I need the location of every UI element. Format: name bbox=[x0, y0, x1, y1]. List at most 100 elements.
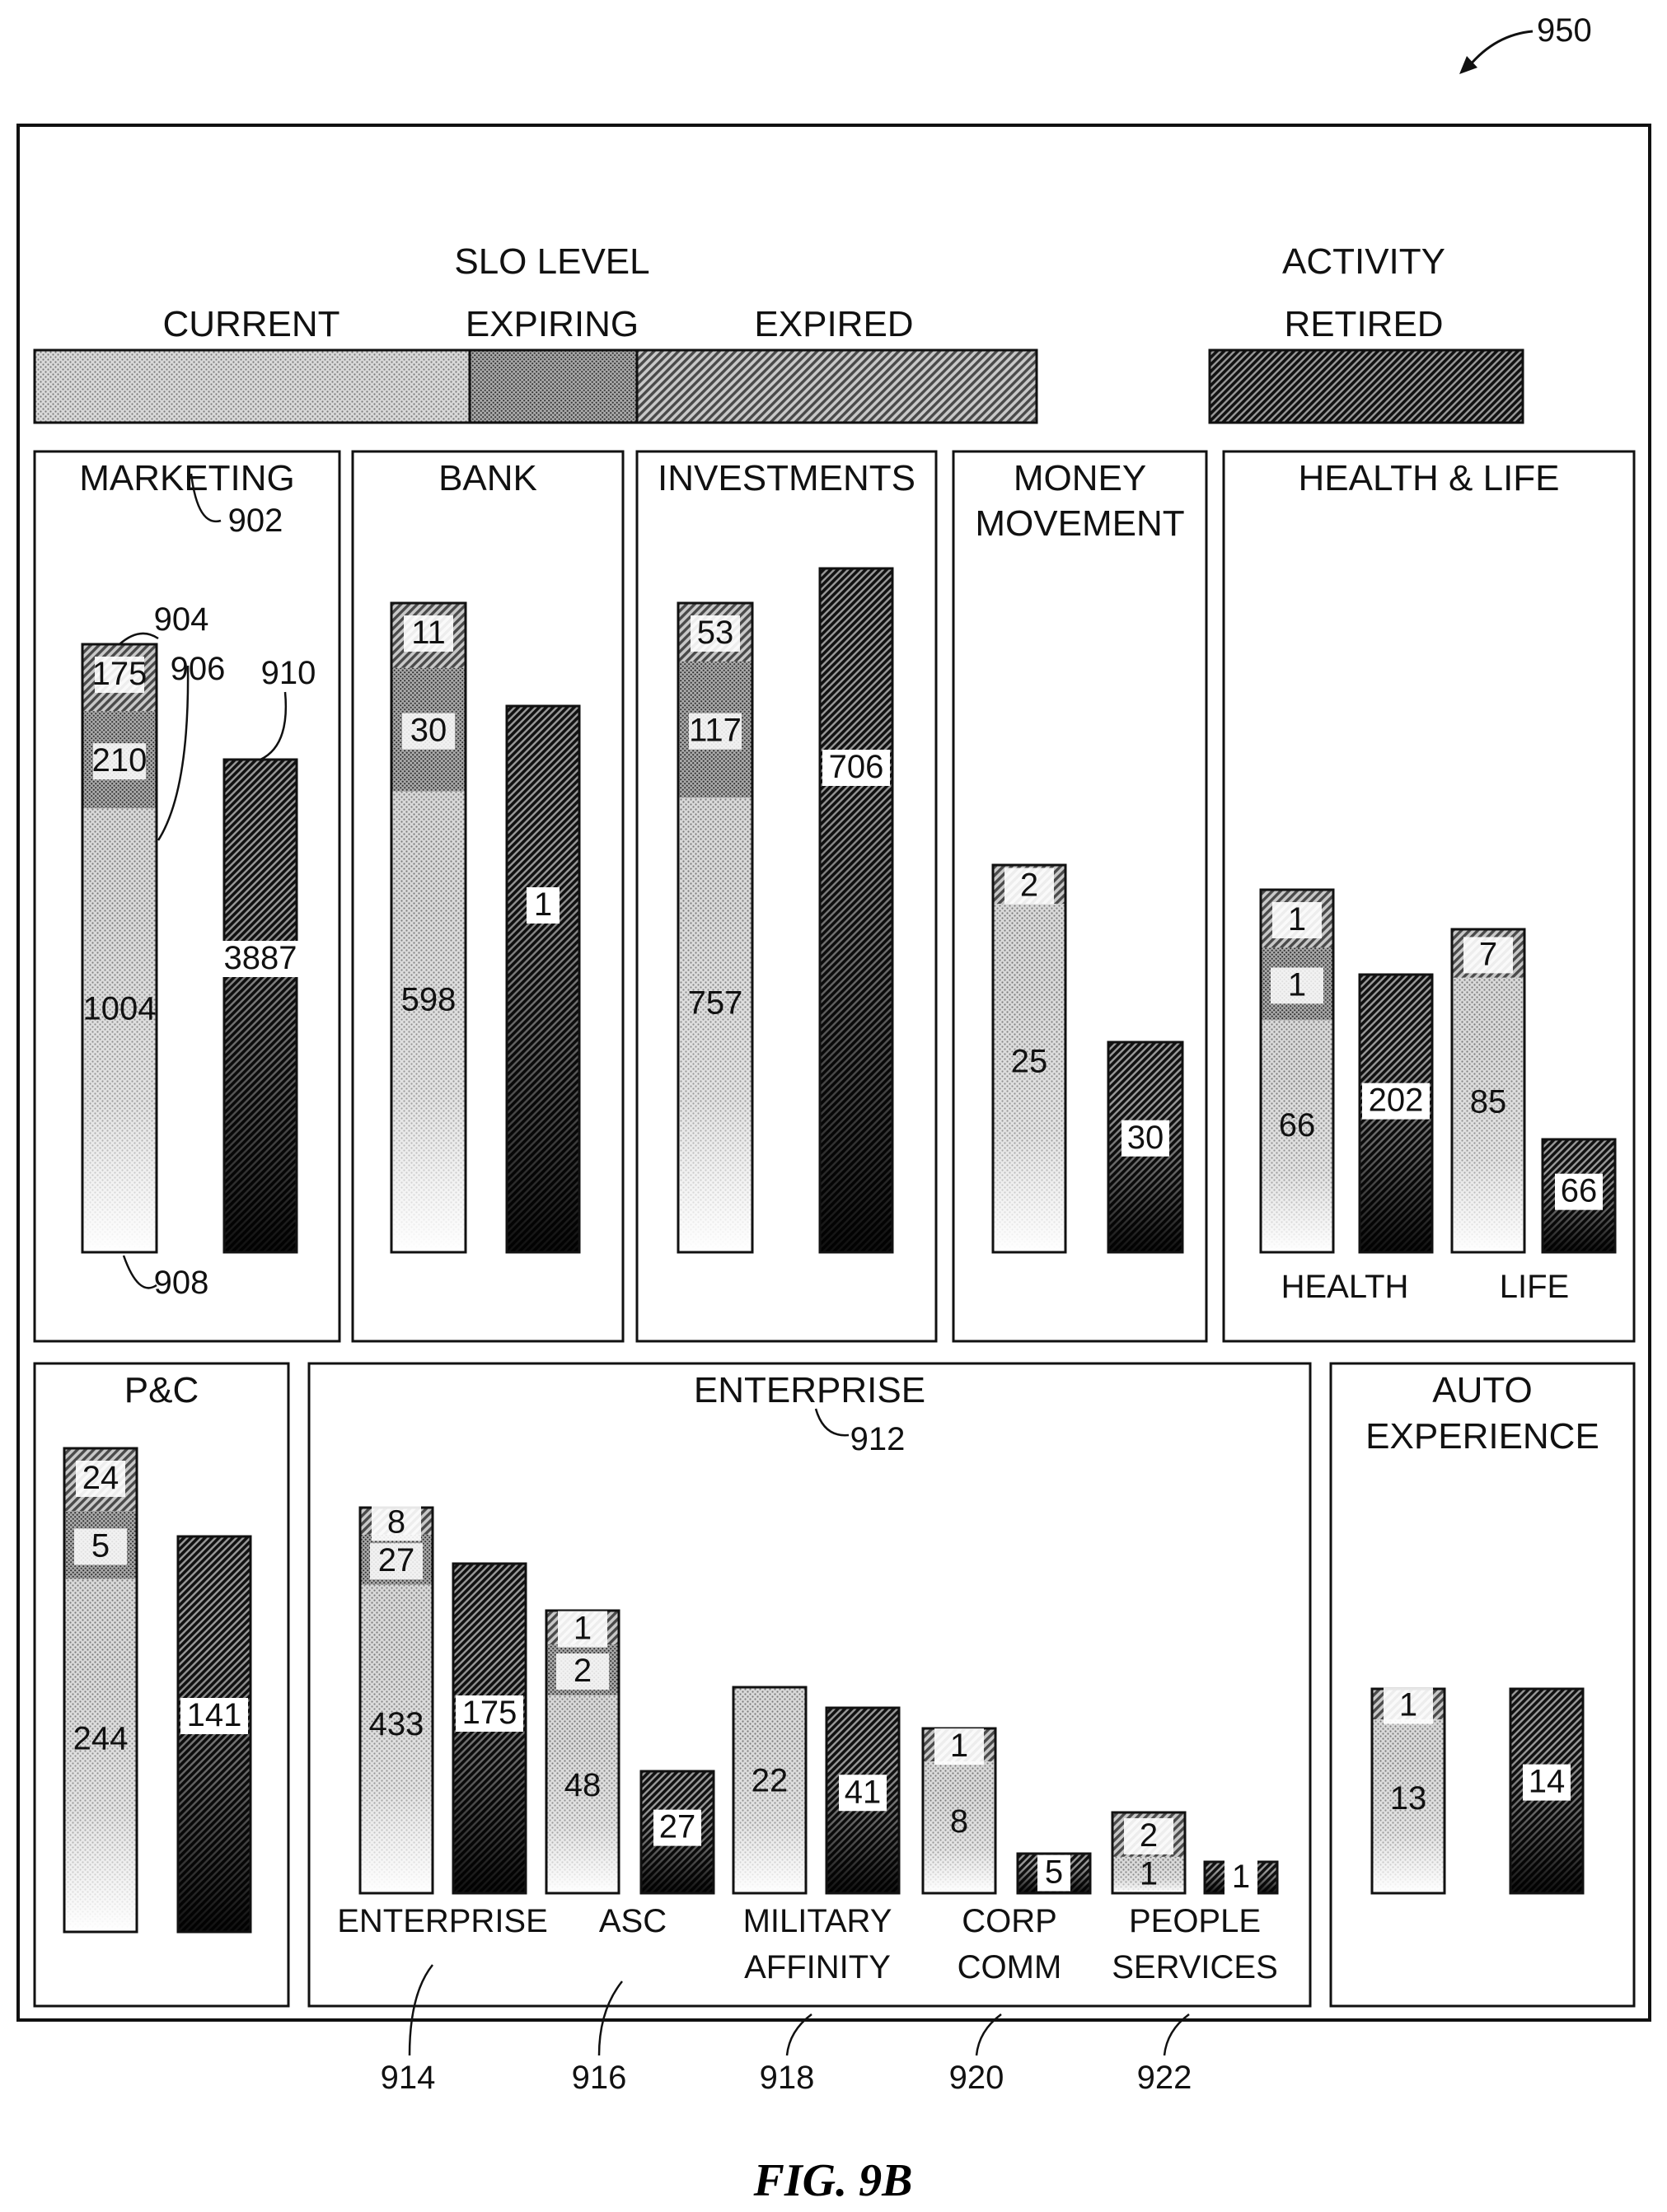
slo-bar bbox=[991, 863, 1067, 1254]
group-label: ENTERPRISE bbox=[337, 1903, 548, 1939]
value-label-bg bbox=[1272, 902, 1322, 938]
reference-numeral: 902 bbox=[228, 503, 283, 539]
value-label-bg bbox=[689, 713, 742, 750]
expiring-value: 2 bbox=[574, 1653, 592, 1689]
panel-bank: BANK 11 30 598 1 bbox=[351, 450, 625, 1343]
current-segment-fade bbox=[360, 1662, 433, 1893]
retired-value: 706 bbox=[829, 749, 884, 785]
panel-frame bbox=[33, 1362, 290, 2008]
retired-bar bbox=[1509, 1687, 1585, 1895]
legend-current-swatch bbox=[33, 348, 471, 424]
figure-ref-label: 950 bbox=[1537, 12, 1592, 49]
leader-line bbox=[119, 632, 159, 645]
current-segment-fade bbox=[1452, 1046, 1524, 1252]
legend: SLO LEVEL ACTIVITY CURRENT EXPIRING EXPI… bbox=[33, 241, 1524, 424]
value-label-bg bbox=[74, 1528, 127, 1565]
current-value: 1 bbox=[1140, 1856, 1158, 1892]
legend-current-label: CURRENT bbox=[162, 304, 339, 344]
retired-bar bbox=[505, 704, 581, 1254]
expired-value: 1 bbox=[950, 1728, 968, 1764]
retired-bar bbox=[176, 1535, 252, 1934]
legend-expired-label: EXPIRED bbox=[754, 304, 913, 344]
reference-numeral: 922 bbox=[1137, 2060, 1192, 2096]
bar-group: 1 8 5 CORP COMM bbox=[921, 1727, 1092, 1985]
panel-frame bbox=[952, 450, 1208, 1343]
leader-line bbox=[408, 1964, 433, 2056]
expired-value: 175 bbox=[92, 656, 148, 692]
current-segment-fade bbox=[82, 919, 157, 1252]
value-label-bg bbox=[1037, 1854, 1070, 1892]
expired-value: 2 bbox=[1020, 867, 1038, 904]
retired-bar-shade bbox=[820, 774, 892, 1252]
value-label-bg bbox=[934, 1728, 984, 1765]
value-label-bg bbox=[527, 887, 560, 924]
reference-numerals-layer: 902 904 906 910 908 912 914 916 918 920 922 bbox=[119, 473, 1192, 2096]
figure-ref-arrow bbox=[1468, 30, 1534, 67]
retired-bar bbox=[818, 567, 894, 1254]
retired-value: 141 bbox=[187, 1697, 242, 1733]
current-value: 22 bbox=[752, 1763, 789, 1799]
value-label-bg bbox=[1555, 1173, 1603, 1210]
bar-group: 1 1 66 202 HEALTH bbox=[1259, 888, 1434, 1305]
reference-numeral: 908 bbox=[154, 1265, 209, 1301]
value-label-bg bbox=[1224, 1859, 1257, 1896]
panel-title: BANK bbox=[438, 458, 537, 498]
bar-group: 1 13 14 bbox=[1370, 1687, 1585, 1895]
expiring-value: 5 bbox=[91, 1527, 110, 1564]
current-segment-fade bbox=[1372, 1762, 1445, 1893]
legend-expiring-label: EXPIRING bbox=[466, 304, 639, 344]
retired-bar bbox=[452, 1562, 527, 1895]
leader-line bbox=[260, 691, 288, 761]
expired-value: 1 bbox=[574, 1611, 592, 1647]
reference-numeral: 912 bbox=[850, 1421, 906, 1457]
retired-bar bbox=[639, 1770, 715, 1895]
panel-p-and-c: P&C 24 5 244 141 bbox=[33, 1362, 290, 2008]
current-value: 244 bbox=[73, 1720, 129, 1756]
slo-bar bbox=[63, 1447, 138, 1934]
panel-title: MONEY bbox=[1014, 458, 1146, 498]
retired-value: 3887 bbox=[224, 940, 297, 976]
panel-frame bbox=[307, 1362, 1312, 2008]
current-segment-fade bbox=[1261, 1078, 1333, 1252]
panel-title: HEALTH & LIFE bbox=[1298, 458, 1559, 498]
value-label-bg bbox=[456, 1695, 523, 1732]
current-value: 66 bbox=[1279, 1107, 1316, 1143]
group-label: PEOPLE SERVICES bbox=[1112, 1903, 1278, 1985]
retired-value: 202 bbox=[1369, 1083, 1424, 1119]
retired-bar bbox=[1107, 1041, 1184, 1254]
panel-frame bbox=[1329, 1362, 1636, 2008]
expired-value: 1 bbox=[1288, 901, 1306, 938]
panel-money-movement: MONEY MOVEMENT 2 25 30 bbox=[952, 450, 1208, 1343]
figure-ref-arrowhead bbox=[1459, 56, 1477, 74]
leader-line bbox=[190, 473, 222, 523]
bar-group: 1 2 48 27 ASC bbox=[545, 1609, 715, 1939]
panel-title: INVESTMENTS bbox=[658, 458, 915, 498]
current-value: 433 bbox=[369, 1706, 424, 1742]
expired-value: 8 bbox=[387, 1504, 405, 1540]
value-label-bg bbox=[93, 743, 146, 780]
retired-value: 14 bbox=[1529, 1764, 1566, 1800]
expiring-value: 117 bbox=[689, 713, 742, 749]
leader-line bbox=[975, 2013, 1002, 2056]
retired-bar bbox=[825, 1706, 901, 1895]
value-label-bg bbox=[76, 1461, 125, 1497]
bar-group: 24 5 244 141 bbox=[63, 1447, 252, 1934]
group-label: LIFE bbox=[1500, 1269, 1569, 1305]
panel-title: EXPERIENCE bbox=[1365, 1416, 1599, 1457]
leader-line bbox=[785, 2013, 812, 2056]
current-value: 8 bbox=[950, 1803, 968, 1840]
current-value: 85 bbox=[1470, 1084, 1507, 1120]
current-value: 25 bbox=[1011, 1043, 1048, 1079]
retired-value: 41 bbox=[845, 1774, 882, 1810]
expired-value: 11 bbox=[411, 615, 446, 651]
value-label-bg bbox=[556, 1653, 609, 1691]
reference-numeral: 904 bbox=[154, 601, 209, 638]
leader-line bbox=[814, 1408, 850, 1437]
value-label-bg bbox=[839, 1775, 887, 1812]
expiring-value: 30 bbox=[410, 713, 447, 749]
retired-value: 1 bbox=[534, 886, 552, 923]
value-label-bg bbox=[1004, 867, 1054, 905]
